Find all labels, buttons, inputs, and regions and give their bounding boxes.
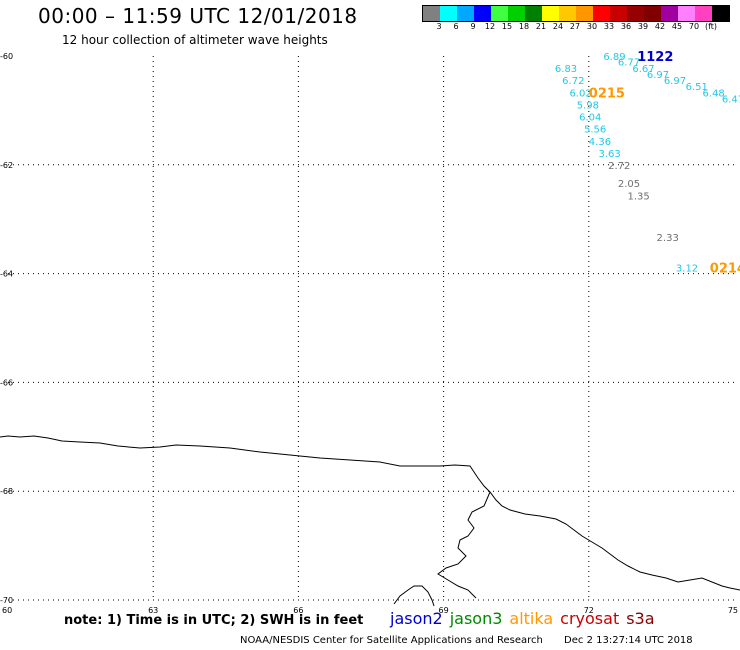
antarctic-coastline: [0, 435, 740, 591]
wave-height-value: 2.05: [618, 179, 640, 190]
color-scale-label: 30: [586, 22, 598, 31]
color-swatch: [457, 6, 474, 21]
longitude-label: 69: [439, 606, 449, 615]
color-swatch: [576, 6, 593, 21]
longitude-label: 72: [584, 606, 594, 615]
map-title: 00:00 – 11:59 UTC 12/01/2018: [38, 4, 358, 28]
latitude-label: -60: [0, 52, 13, 61]
wave-height-value: 6.04: [579, 112, 601, 123]
map-subtitle: 12 hour collection of altimeter wave hei…: [62, 33, 328, 47]
wave-height-value: 6.48: [703, 88, 725, 99]
wave-height-value: 6.97: [664, 76, 686, 87]
coastline-bay: [393, 585, 435, 607]
wave-height-value: 2.33: [657, 233, 679, 244]
color-swatch: [440, 6, 457, 21]
color-scale-label: 12: [484, 22, 496, 31]
wave-height-value: 6.89: [603, 52, 625, 63]
color-swatch: [474, 6, 491, 21]
latitude-label: -64: [0, 270, 13, 279]
wave-height-value: 6.77: [618, 57, 640, 68]
color-scale-label: (ft): [704, 22, 718, 31]
wave-height-points: 6.89 6.83 6.776.67 6.72 6.976.97 6.02 6.516.48…: [555, 50, 740, 277]
longitude-label: 63: [148, 606, 158, 615]
mission-legend-item: cryosat: [560, 609, 620, 628]
latitude-label: -62: [0, 161, 13, 170]
color-scale-label: 36: [620, 22, 632, 31]
color-swatch: [593, 6, 610, 21]
units-note: note: 1) Time is in UTC; 2) SWH is in fe…: [64, 613, 364, 628]
wave-height-value: 6.97: [647, 70, 669, 81]
color-scale-label: 27: [569, 22, 581, 31]
wave-height-value: 5.56: [584, 124, 606, 135]
wave-height-value: 6.02: [569, 88, 591, 99]
color-swatch: [610, 6, 627, 21]
pass-time-label: 1122: [637, 50, 673, 65]
wave-height-value: 6.67: [632, 64, 654, 75]
color-swatch: [525, 6, 542, 21]
credit-text: NOAA/NESDIS Center for Satellite Applica…: [240, 635, 543, 646]
color-swatch: [712, 6, 729, 21]
color-scale-label: 24: [552, 22, 564, 31]
graticule: [8, 56, 734, 601]
color-scale-label: 9: [470, 22, 476, 31]
color-swatch: [627, 6, 644, 21]
color-scale-label: 6: [453, 22, 459, 31]
color-scale-labels: 3 6 9 12 15 18 21 24 27 30 33 36 39 42 45 70 (ft): [422, 22, 740, 34]
color-swatch: [559, 6, 576, 21]
color-swatch: [695, 6, 712, 21]
color-scale-label: 15: [501, 22, 513, 31]
color-swatch: [678, 6, 695, 21]
color-scale-label: 3: [436, 22, 442, 31]
credit-line: NOAA/NESDIS Center for Satellite Applica…: [240, 635, 711, 646]
mission-legend-item: jason2: [390, 609, 443, 628]
wave-height-value: 3.12: [676, 264, 698, 275]
wave-height-value: 6.47: [722, 94, 740, 105]
wave-height-value: 4.36: [589, 137, 611, 148]
mission-legend-item: jason3: [449, 609, 503, 628]
pass-time-label: 0215: [589, 86, 625, 101]
latitude-label: -66: [0, 378, 13, 387]
latitude-label: -68: [0, 487, 13, 496]
coastline: [0, 435, 740, 607]
generation-timestamp: Dec 2 13:27:14 UTC 2018: [564, 635, 693, 646]
color-swatch: [508, 6, 525, 21]
mission-legend-item: s3a: [626, 609, 655, 628]
color-scale-label: 42: [654, 22, 666, 31]
wave-height-value: 6.72: [562, 76, 584, 87]
color-swatch: [661, 6, 678, 21]
color-swatch: [644, 6, 661, 21]
wave-height-value: 2.72: [608, 161, 630, 172]
latitude-label: -70: [0, 596, 13, 605]
color-scale-label: 21: [535, 22, 547, 31]
wave-height-value: 3.63: [598, 149, 620, 160]
color-swatch: [491, 6, 508, 21]
color-scale-label: 70: [688, 22, 700, 31]
wave-height-value: 5.98: [577, 100, 599, 111]
color-scale-label: 33: [603, 22, 615, 31]
color-swatch: [423, 6, 440, 21]
mission-legend: jason2 jason3 altika cryosat s3a: [390, 609, 662, 628]
longitude-label: 60: [2, 606, 12, 615]
coastline-inlet: [437, 491, 491, 599]
color-scale-bar: [422, 5, 730, 22]
longitude-label: 75: [728, 606, 738, 615]
wave-height-value: 1.35: [628, 191, 650, 202]
color-swatch: [542, 6, 559, 21]
longitude-label: 66: [293, 606, 303, 615]
wave-height-value: 6.51: [686, 82, 708, 93]
pass-time-label: 0214: [710, 262, 740, 277]
wave-height-value: 6.83: [555, 64, 577, 75]
color-scale-label: 39: [637, 22, 649, 31]
mission-legend-item: altika: [509, 609, 554, 628]
color-scale-label: 45: [671, 22, 683, 31]
color-scale-label: 18: [518, 22, 530, 31]
